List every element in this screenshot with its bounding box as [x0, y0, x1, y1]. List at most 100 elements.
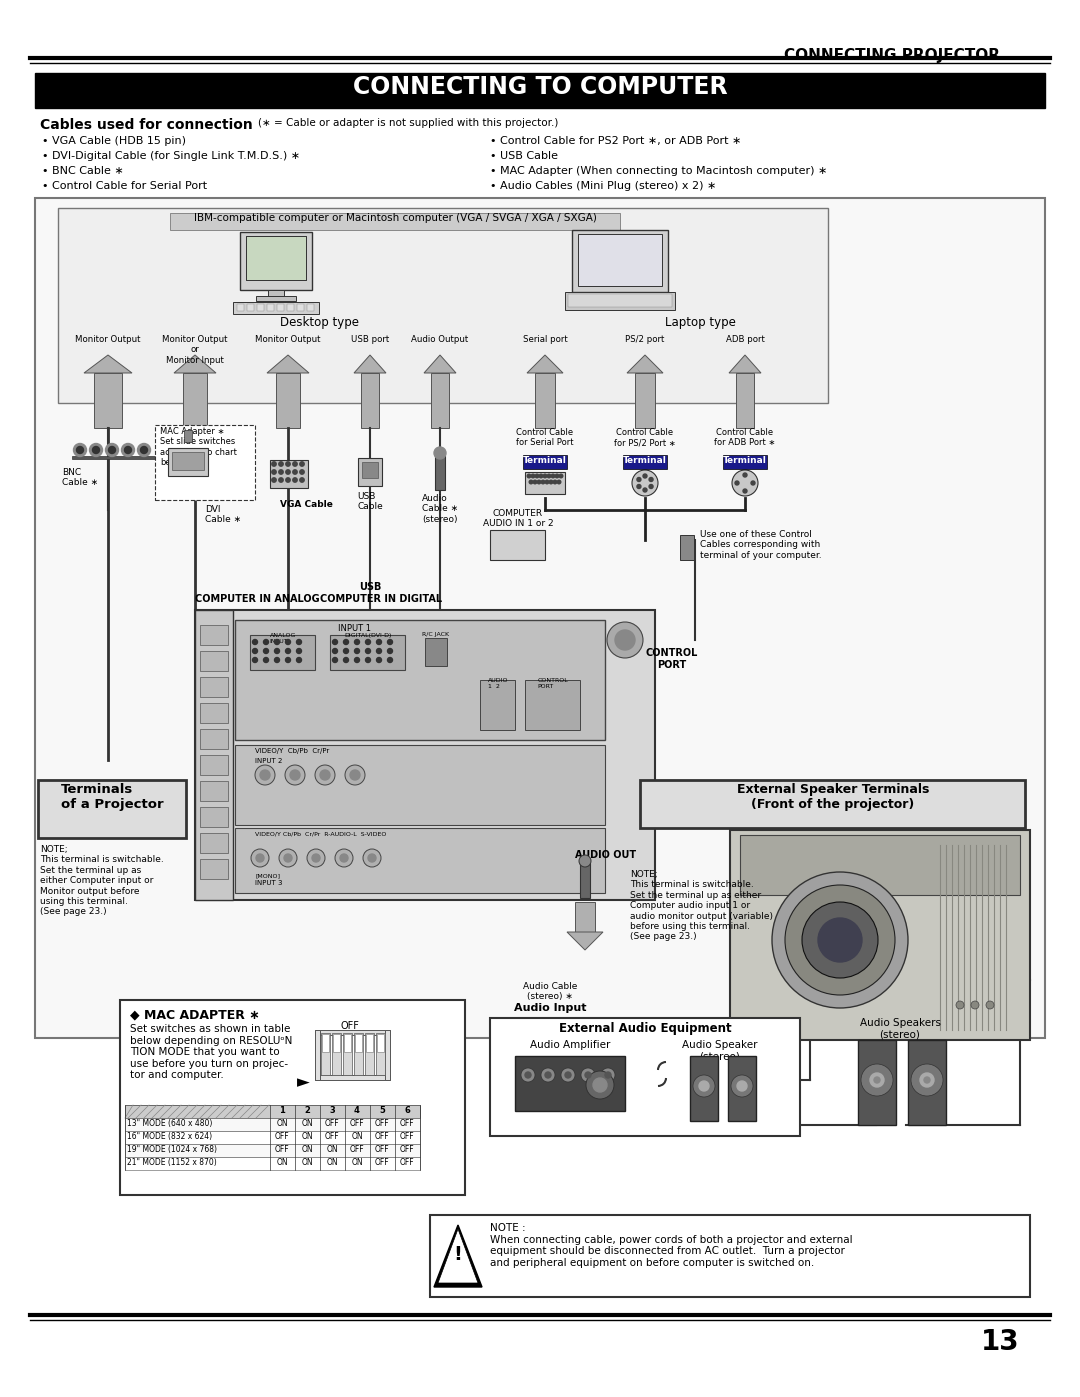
- Text: Control Cable
for Serial Port: Control Cable for Serial Port: [516, 427, 573, 447]
- Circle shape: [541, 1067, 555, 1083]
- Circle shape: [802, 902, 878, 978]
- Circle shape: [874, 1077, 880, 1083]
- Bar: [525, 472, 565, 495]
- Text: OFF: OFF: [350, 1146, 364, 1154]
- Circle shape: [912, 1065, 943, 1097]
- Circle shape: [320, 770, 330, 780]
- Circle shape: [861, 1065, 893, 1097]
- Circle shape: [539, 474, 543, 478]
- Text: 1: 1: [279, 1106, 285, 1115]
- Text: Control Cable
for PS/2 Port ∗: Control Cable for PS/2 Port ∗: [615, 427, 676, 447]
- Circle shape: [106, 443, 119, 457]
- Text: Monitor Output: Monitor Output: [76, 335, 140, 344]
- Text: Audio Speaker
(stereo): Audio Speaker (stereo): [683, 1039, 758, 1062]
- Bar: [480, 680, 515, 731]
- Bar: [515, 1056, 625, 1111]
- Circle shape: [333, 648, 337, 654]
- Text: ON: ON: [276, 1119, 287, 1127]
- Circle shape: [553, 481, 557, 483]
- Circle shape: [286, 478, 291, 482]
- Circle shape: [272, 469, 276, 474]
- Bar: [321, 1032, 330, 1076]
- Bar: [72, 455, 160, 460]
- Polygon shape: [527, 355, 563, 373]
- Text: 13" MODE (640 x 480): 13" MODE (640 x 480): [127, 1119, 213, 1127]
- Circle shape: [363, 849, 381, 868]
- Text: Serial port: Serial port: [523, 335, 567, 344]
- Text: 19" MODE (1024 x 768): 19" MODE (1024 x 768): [127, 1146, 217, 1154]
- Bar: [125, 1144, 420, 1157]
- Text: Monitor Output: Monitor Output: [255, 335, 321, 344]
- Circle shape: [434, 447, 446, 460]
- Bar: [523, 455, 567, 469]
- Bar: [200, 651, 228, 671]
- Text: OFF: OFF: [400, 1158, 415, 1166]
- Circle shape: [253, 648, 257, 654]
- Circle shape: [555, 474, 558, 478]
- Circle shape: [550, 481, 553, 483]
- Text: Terminals
of a Projector: Terminals of a Projector: [60, 782, 163, 812]
- Circle shape: [615, 630, 635, 650]
- Circle shape: [354, 640, 360, 644]
- Text: Audio Cable
(stereo) ∗: Audio Cable (stereo) ∗: [523, 982, 577, 1002]
- Bar: [535, 373, 555, 427]
- Bar: [287, 305, 294, 312]
- Text: NOTE :
When connecting cable, power cords of both a projector and external
equip: NOTE : When connecting cable, power cord…: [490, 1222, 852, 1268]
- Bar: [200, 678, 228, 697]
- Circle shape: [743, 474, 747, 476]
- Bar: [426, 638, 447, 666]
- Circle shape: [388, 640, 392, 644]
- Text: R/C JACK: R/C JACK: [422, 631, 449, 637]
- Circle shape: [73, 443, 86, 457]
- Circle shape: [77, 447, 83, 454]
- Circle shape: [585, 1071, 591, 1078]
- Bar: [366, 1034, 373, 1052]
- Circle shape: [920, 1073, 934, 1087]
- Bar: [315, 1030, 320, 1080]
- Circle shape: [264, 640, 269, 644]
- Bar: [200, 624, 228, 645]
- Bar: [125, 1157, 420, 1171]
- Bar: [270, 460, 308, 488]
- Text: OFF: OFF: [400, 1119, 415, 1127]
- Circle shape: [557, 481, 561, 483]
- Circle shape: [300, 478, 305, 482]
- Circle shape: [253, 658, 257, 662]
- Bar: [365, 1032, 374, 1076]
- Bar: [235, 745, 605, 826]
- Text: • Audio Cables (Mini Plug (stereo) x 2) ∗: • Audio Cables (Mini Plug (stereo) x 2) …: [490, 182, 716, 191]
- Circle shape: [253, 640, 257, 644]
- Bar: [249, 636, 315, 671]
- Circle shape: [285, 658, 291, 662]
- Text: • Control Cable for PS2 Port ∗, or ADB Port ∗: • Control Cable for PS2 Port ∗, or ADB P…: [490, 136, 741, 147]
- Circle shape: [731, 1076, 753, 1097]
- Text: DVI
Cable ∗: DVI Cable ∗: [205, 504, 241, 524]
- Text: ON: ON: [301, 1132, 313, 1141]
- Circle shape: [565, 1071, 571, 1078]
- Bar: [125, 1118, 420, 1132]
- Text: 5: 5: [379, 1106, 384, 1115]
- Circle shape: [307, 849, 325, 868]
- Circle shape: [593, 1078, 607, 1092]
- Circle shape: [297, 640, 301, 644]
- Circle shape: [559, 474, 563, 478]
- Circle shape: [735, 481, 739, 485]
- Circle shape: [870, 1073, 885, 1087]
- Circle shape: [350, 770, 360, 780]
- Circle shape: [345, 766, 365, 785]
- Text: CONNECTING PROJECTOR: CONNECTING PROJECTOR: [784, 47, 1000, 63]
- Bar: [345, 1034, 351, 1052]
- Polygon shape: [354, 355, 386, 373]
- Bar: [200, 807, 228, 827]
- Text: ►: ►: [297, 1073, 310, 1091]
- Text: !: !: [454, 1245, 462, 1264]
- Bar: [332, 1032, 341, 1076]
- Bar: [572, 231, 669, 292]
- Bar: [568, 293, 672, 307]
- Bar: [200, 833, 228, 854]
- Bar: [640, 780, 1025, 828]
- Circle shape: [312, 854, 320, 862]
- Bar: [125, 1105, 420, 1118]
- Bar: [680, 535, 694, 560]
- Text: ON: ON: [326, 1146, 338, 1154]
